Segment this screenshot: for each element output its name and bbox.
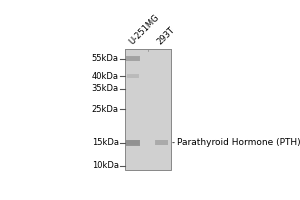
Text: U-251MG: U-251MG: [128, 13, 161, 46]
Text: 55kDa: 55kDa: [92, 54, 119, 63]
Bar: [126, 57, 139, 61]
Text: 293T: 293T: [155, 25, 177, 46]
Text: 35kDa: 35kDa: [92, 84, 119, 93]
Bar: [157, 141, 167, 144]
Text: 15kDa: 15kDa: [92, 138, 119, 147]
Bar: [127, 74, 139, 78]
Bar: [156, 140, 168, 145]
Bar: [156, 141, 168, 145]
Bar: [126, 56, 140, 61]
Bar: [127, 141, 139, 145]
Text: 10kDa: 10kDa: [92, 161, 119, 170]
Bar: [127, 141, 139, 144]
Bar: [126, 57, 140, 61]
Bar: [127, 75, 139, 78]
Bar: [128, 75, 138, 78]
Bar: [127, 57, 139, 60]
Bar: [157, 141, 167, 144]
Bar: [127, 140, 139, 145]
Bar: [126, 56, 140, 61]
Text: 40kDa: 40kDa: [92, 72, 119, 81]
Bar: [127, 57, 139, 60]
Bar: [128, 75, 138, 78]
Bar: [126, 140, 140, 145]
Bar: [125, 49, 171, 170]
Bar: [155, 140, 168, 145]
Bar: [127, 57, 139, 60]
Bar: [156, 141, 167, 144]
Text: 25kDa: 25kDa: [92, 105, 119, 114]
Bar: [127, 141, 139, 144]
Bar: [128, 75, 138, 78]
Bar: [126, 140, 140, 146]
Bar: [127, 75, 138, 78]
Bar: [126, 140, 140, 145]
Bar: [126, 140, 139, 145]
Bar: [128, 75, 138, 77]
Bar: [127, 57, 139, 60]
Bar: [156, 141, 168, 144]
Text: Parathyroid Hormone (PTH): Parathyroid Hormone (PTH): [173, 138, 300, 147]
Bar: [156, 140, 168, 145]
Bar: [128, 75, 138, 78]
